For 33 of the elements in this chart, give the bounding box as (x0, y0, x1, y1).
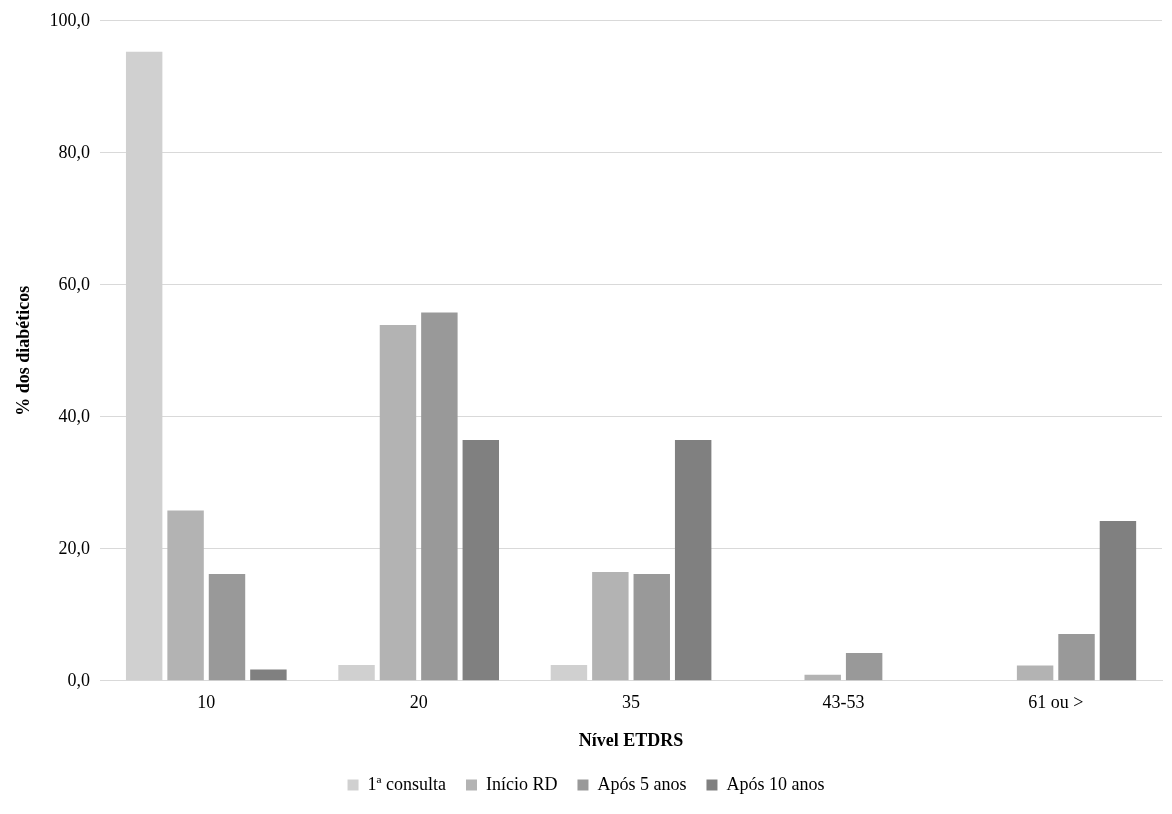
x-tick-label: 20 (409, 692, 428, 713)
x-tick-label: 61 ou > (1028, 692, 1084, 713)
x-tick-label: 10 (197, 692, 216, 713)
bar (633, 573, 670, 681)
legend-label: Após 5 anos (597, 773, 687, 794)
bar (1099, 521, 1137, 681)
y-tick-label: 80,0 (58, 141, 91, 162)
y-tick-label: 40,0 (58, 405, 91, 426)
legend-label: Após 10 anos (726, 773, 825, 794)
bar (421, 312, 458, 681)
bar (250, 669, 287, 681)
bar (592, 571, 629, 681)
bar (674, 439, 712, 681)
x-tick-label: 35 (622, 692, 641, 713)
legend-label: Início RD (485, 773, 558, 794)
legend-label: 1ª consulta (367, 773, 446, 794)
bar (167, 510, 204, 681)
y-tick-label: 20,0 (58, 537, 91, 558)
x-tick-label: 43-53 (822, 692, 865, 713)
bar (379, 325, 417, 681)
y-tick-label: 60,0 (58, 273, 91, 294)
bar (804, 674, 841, 681)
x-axis-title: Nível ETDRS (578, 729, 684, 750)
y-axis-title: % dos diabéticos (13, 285, 34, 416)
bar (208, 573, 246, 681)
bar (1016, 665, 1054, 681)
bar (845, 653, 883, 681)
y-tick-label: 0,0 (67, 669, 91, 690)
bar (462, 439, 500, 681)
y-tick-label: 100,0 (49, 9, 91, 30)
bar (338, 664, 375, 681)
bar (1058, 633, 1095, 681)
bar (550, 664, 588, 681)
